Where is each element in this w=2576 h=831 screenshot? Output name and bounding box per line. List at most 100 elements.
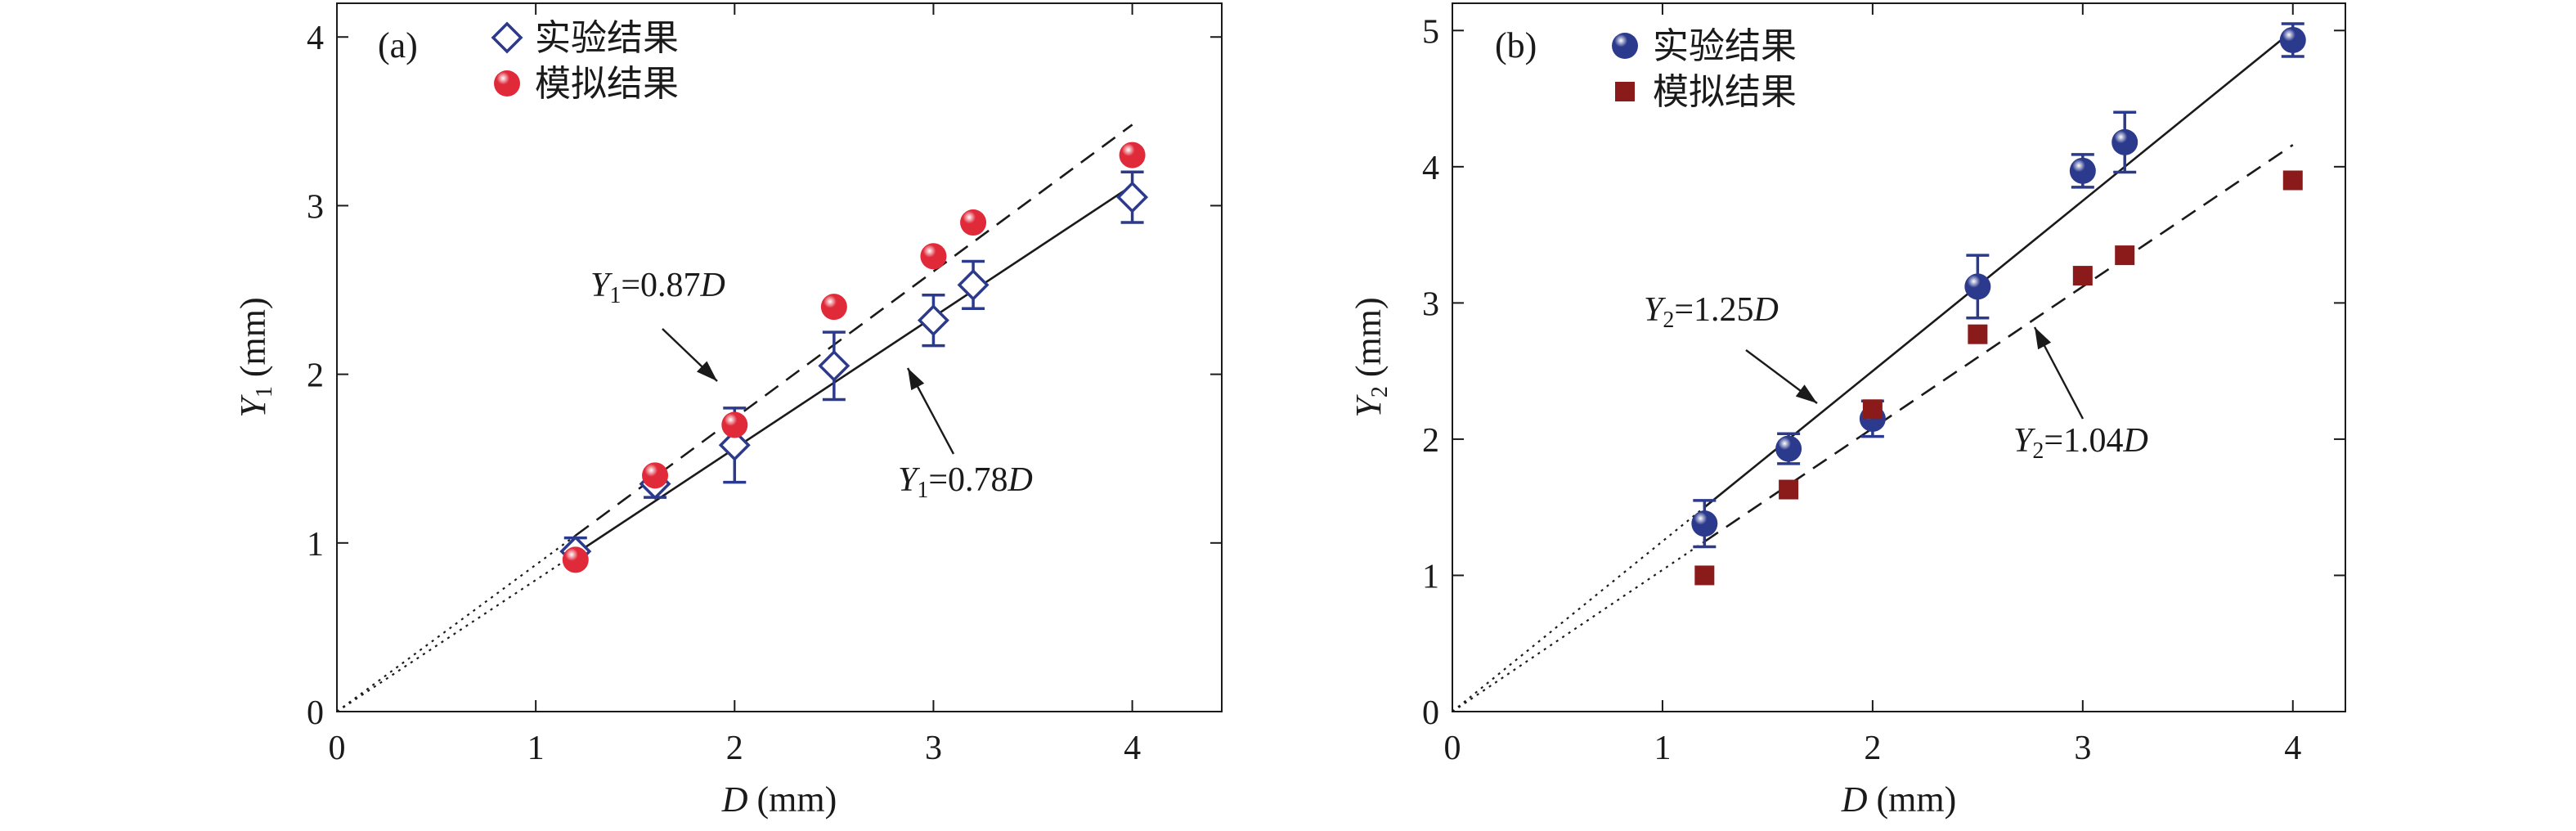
x-tick-label: 0 <box>1444 730 1461 767</box>
annotation-arrow-head <box>696 361 717 381</box>
x-axis-unit: (mm) <box>1868 779 1957 820</box>
y-tick-label: 1 <box>1422 558 1439 595</box>
x-tick-label: 1 <box>527 730 545 767</box>
x-axis-title: D (mm) <box>721 779 837 820</box>
y-tick-label: 2 <box>307 357 324 395</box>
x-tick-label: 0 <box>329 730 346 767</box>
panel-label: (a) <box>378 25 418 65</box>
annotation-arrow-head <box>908 368 925 391</box>
diamond-open-marker <box>718 429 751 461</box>
square-marker <box>2282 170 2303 191</box>
sphere-marker <box>562 546 589 573</box>
square-marker <box>1694 565 1715 586</box>
y-axis-unit: (mm) <box>233 297 273 386</box>
y-axis-var: Y <box>1349 394 1389 418</box>
legend-marker <box>494 70 520 97</box>
fit-line-dashed <box>1703 144 2294 543</box>
fit-equation-label: Y2=1.25D <box>1644 291 1779 333</box>
legend-marker <box>491 21 523 54</box>
eq-value: =1.04 <box>2044 422 2123 460</box>
x-tick-label: 4 <box>1124 730 1141 767</box>
x-tick-label: 4 <box>2284 730 2301 767</box>
eq-tail: D <box>1753 291 1779 329</box>
eq-tail: D <box>1008 461 1033 499</box>
sphere-marker <box>642 462 669 489</box>
y-axis-subscript: 1 <box>252 386 277 398</box>
eq-var: Y <box>898 461 921 499</box>
square-marker <box>1862 399 1883 420</box>
y-tick-label: 4 <box>1422 150 1439 187</box>
annotation-arrow-head <box>1795 384 1817 403</box>
sphere-marker <box>820 294 847 321</box>
sphere-marker <box>1119 141 1146 168</box>
eq-subscript: 2 <box>2032 438 2044 464</box>
legend-label: 实验结果 <box>1653 25 1797 67</box>
y-tick-label: 2 <box>1422 422 1439 460</box>
eq-tail: D <box>700 267 725 304</box>
square-marker <box>2115 245 2135 266</box>
y-tick-label: 4 <box>307 20 324 57</box>
annotation-arrow-head <box>2035 327 2052 350</box>
square-marker <box>1968 324 1988 344</box>
diamond-open-marker <box>957 268 990 301</box>
sphere-marker <box>2279 26 2306 53</box>
legend-label: 模拟结果 <box>1653 71 1797 113</box>
x-axis-var: D <box>1841 779 1868 820</box>
y-tick-label: 0 <box>1422 694 1439 732</box>
fit-line-dashed <box>575 124 1133 537</box>
plot-frame <box>336 2 1223 712</box>
x-axis-unit: (mm) <box>748 779 837 820</box>
fit-line-solid <box>575 184 1133 555</box>
sphere-marker <box>960 209 987 236</box>
y-tick-label: 5 <box>1422 13 1439 51</box>
fit-equation-label: Y1=0.87D <box>590 267 725 308</box>
legend-label: 模拟结果 <box>535 63 679 105</box>
extrapolation-line-dotted <box>336 534 577 712</box>
diamond-open-marker <box>917 304 949 337</box>
y-axis-title: Y2 (mm) <box>1349 297 1393 417</box>
sphere-marker <box>1691 510 1718 537</box>
eq-subscript: 2 <box>1663 308 1674 333</box>
legend-marker <box>1615 82 1635 101</box>
eq-var: Y <box>590 267 613 304</box>
y-axis-subscript: 2 <box>1367 386 1393 398</box>
square-marker <box>1779 479 1799 500</box>
y-axis-unit: (mm) <box>1349 297 1389 386</box>
eq-subscript: 1 <box>609 283 621 308</box>
y-tick-label: 3 <box>307 188 324 226</box>
fit-line-solid <box>1703 29 2294 509</box>
sphere-marker <box>721 411 748 438</box>
sphere-marker <box>920 243 947 270</box>
eq-tail: D <box>2123 422 2148 460</box>
y-tick-label: 3 <box>1422 285 1439 323</box>
eq-subscript: 1 <box>917 478 928 503</box>
legend-label: 实验结果 <box>535 17 679 59</box>
extrapolation-line-dotted <box>1452 541 1705 712</box>
y-tick-label: 0 <box>307 694 324 732</box>
x-tick-label: 3 <box>925 730 942 767</box>
eq-value: =0.87 <box>621 267 700 304</box>
extrapolation-line-dotted <box>1452 506 1706 712</box>
sphere-marker <box>1964 273 1991 300</box>
diamond-open-marker <box>818 349 850 382</box>
diamond-open-marker <box>1116 181 1149 213</box>
x-tick-label: 3 <box>2074 730 2091 767</box>
panel-label: (b) <box>1495 25 1537 65</box>
plot-frame <box>1452 2 2346 712</box>
x-tick-label: 2 <box>726 730 743 767</box>
sphere-marker <box>1775 435 1802 462</box>
x-tick-label: 2 <box>1864 730 1881 767</box>
y-tick-label: 1 <box>307 526 324 564</box>
eq-var: Y <box>1644 291 1667 329</box>
legend-marker <box>1612 33 1638 59</box>
sphere-marker <box>2069 157 2096 184</box>
square-marker <box>2072 266 2093 286</box>
eq-value: =1.25 <box>1674 291 1753 329</box>
x-tick-label: 1 <box>1654 730 1671 767</box>
eq-value: =0.78 <box>928 461 1008 499</box>
y-axis-var: Y <box>233 394 273 418</box>
extrapolation-line-dotted <box>336 553 577 712</box>
